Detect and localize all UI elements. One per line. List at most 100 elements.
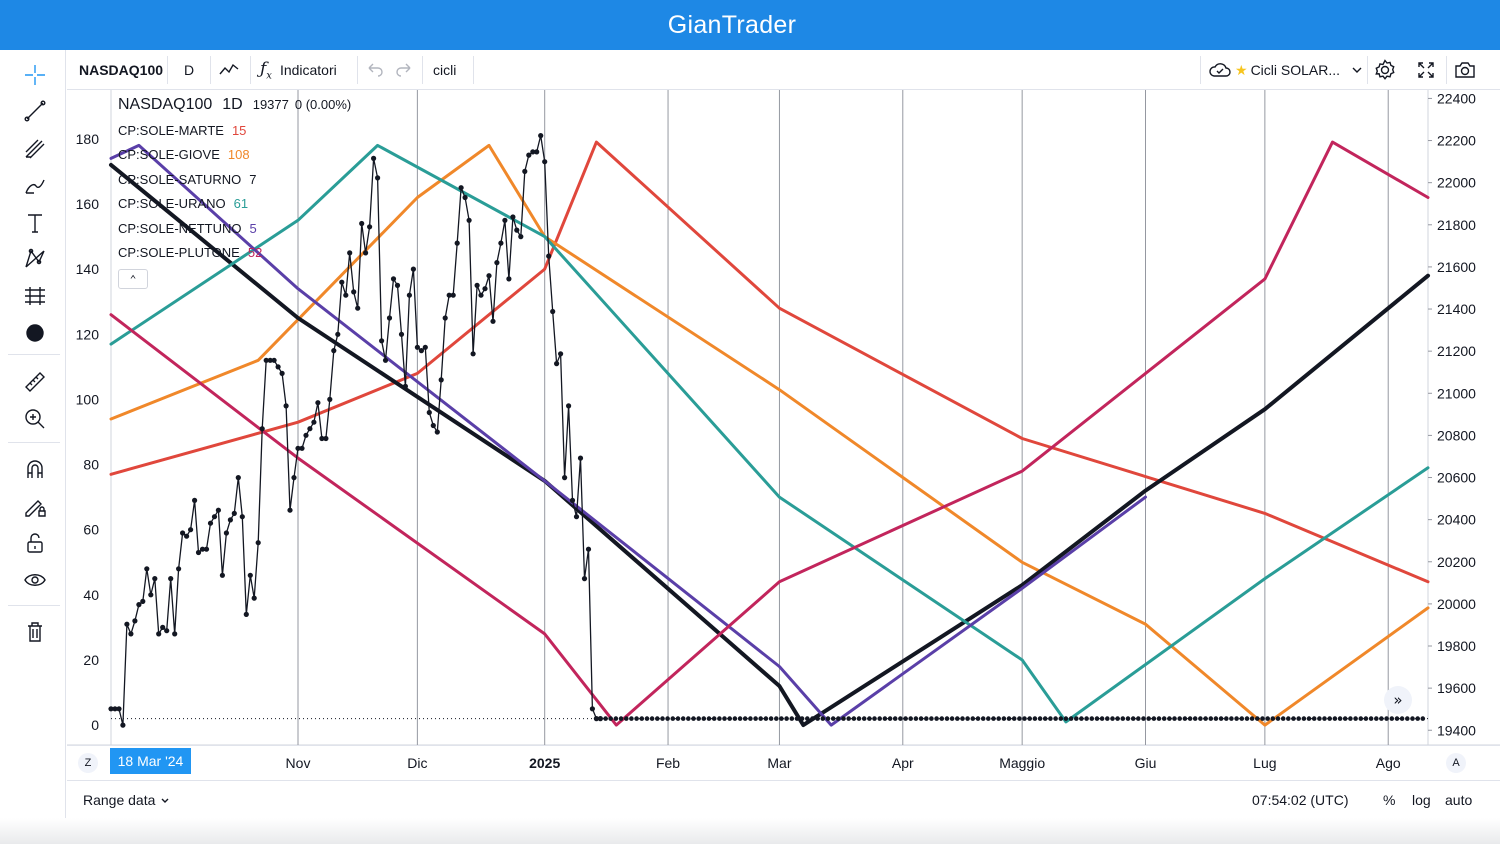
projection-dot (965, 716, 970, 721)
zoom-reset-button[interactable]: Z (78, 753, 98, 773)
price-point (585, 546, 592, 552)
chart-canvas[interactable]: Nov Dic 2025 Feb Mar Apr Maggio Giu Lug Ago 0 20 40 6… (67, 90, 1500, 780)
price-point (152, 576, 158, 582)
legend-series-value: 7 (249, 171, 257, 187)
price-point (211, 514, 218, 520)
crosshair-icon[interactable] (18, 58, 52, 92)
template-button[interactable]: cicli (433, 50, 456, 90)
projection-dot (1167, 716, 1172, 721)
percent-toggle[interactable]: % (1383, 781, 1395, 819)
time-tick-label: Apr (892, 755, 914, 771)
trash-icon[interactable] (18, 615, 52, 649)
legend-main-row[interactable]: NASDAQ100 1D 19377 0 (0.00%) (118, 96, 351, 118)
price-point (386, 315, 393, 321)
footer-shadow (0, 818, 1500, 844)
zoom-in-icon[interactable] (18, 402, 52, 436)
indicators-button[interactable]: ƒx Indicatori (260, 50, 337, 90)
legend-series-value: 5 (249, 220, 257, 236)
legend-row[interactable]: CP:SOLE-SATURNO 7 (118, 167, 351, 192)
pattern-icon[interactable] (18, 242, 52, 276)
price-point (287, 507, 293, 513)
projection-dot (851, 716, 857, 721)
price-point (295, 445, 301, 451)
scroll-to-realtime-button[interactable]: » (1384, 686, 1412, 714)
price-point (243, 611, 249, 618)
price-point (573, 514, 580, 520)
projection-dot (1332, 716, 1338, 721)
left-axis-tick: 180 (76, 131, 100, 147)
price-point (514, 227, 520, 233)
projection-dot (634, 716, 639, 721)
settings-button[interactable] (1373, 50, 1397, 90)
price-point (478, 292, 484, 298)
ruler-icon[interactable] (18, 365, 52, 399)
price-point (120, 722, 126, 728)
projection-dot (1410, 716, 1415, 721)
legend-row[interactable]: CP:SOLE-MARTE 15 (118, 118, 351, 143)
auto-toggle[interactable]: auto (1445, 781, 1472, 819)
eye-icon[interactable] (18, 563, 52, 597)
time-axis[interactable]: Z 18 Mar '24 A (67, 745, 1500, 779)
symbol-search[interactable]: NASDAQ100 (79, 50, 163, 90)
legend-row[interactable]: CP:SOLE-NETTUNO 5 (118, 216, 351, 241)
projection-dot (1394, 716, 1400, 721)
price-point (558, 351, 564, 357)
legend-row[interactable]: CP:SOLE-GIOVE 108 (118, 143, 351, 168)
trend-line-icon[interactable] (18, 94, 52, 128)
layout-button[interactable]: ★ Cicli SOLAR... (1208, 50, 1365, 90)
interval-button[interactable]: D (184, 50, 194, 90)
dot-icon[interactable] (18, 316, 52, 350)
projection-dot (1213, 716, 1219, 721)
projection-dot (686, 716, 691, 721)
price-point (426, 409, 432, 416)
projection-dot (1177, 716, 1182, 721)
price-point (482, 286, 488, 292)
magnet-icon[interactable] (18, 452, 52, 486)
legend-row[interactable]: CP:SOLE-URANO 61 (118, 192, 351, 217)
legend-series-value: 52 (247, 245, 263, 261)
clock[interactable]: 07:54:02 (UTC) (1252, 781, 1348, 819)
projection-dot (805, 716, 810, 721)
legend-series-name: CP:SOLE-GIOVE (118, 147, 220, 163)
projection-dot (944, 716, 950, 721)
prediction-icon[interactable] (18, 279, 52, 313)
undo-icon (368, 63, 383, 77)
price-point (566, 403, 572, 409)
price-point (172, 631, 178, 637)
log-label: log (1412, 792, 1431, 808)
brush-icon[interactable] (18, 169, 52, 203)
unlock-icon[interactable] (18, 526, 52, 560)
projection-dot (1208, 716, 1214, 721)
time-tick-label: Giu (1135, 755, 1157, 771)
chart-type-button[interactable] (217, 50, 241, 90)
price-point (430, 422, 436, 429)
projection-dot (1218, 716, 1224, 721)
price-point (207, 520, 214, 526)
fullscreen-button[interactable] (1415, 50, 1437, 90)
text-icon[interactable] (18, 206, 52, 240)
range-dropdown[interactable]: Range data (83, 781, 171, 819)
price-point (410, 266, 416, 272)
projection-dot (1125, 716, 1131, 721)
projection-dot (1363, 716, 1369, 721)
auto-scale-button[interactable]: A (1446, 753, 1466, 773)
undo-button[interactable] (365, 50, 385, 90)
projection-dot (1420, 716, 1426, 721)
time-tick-label: Nov (286, 755, 311, 771)
legend-collapse-button[interactable]: ⌃ (118, 269, 148, 289)
price-point (164, 628, 170, 634)
projection-dot (758, 716, 763, 721)
double-chevron-right-icon: » (1393, 691, 1403, 709)
chart-pane[interactable]: Nov Dic 2025 Feb Mar Apr Maggio Giu Lug Ago 0 20 40 6… (67, 90, 1500, 780)
legend-row[interactable]: CP:SOLE-PLUTONE 52 (118, 241, 351, 266)
log-toggle[interactable]: log (1412, 781, 1431, 819)
redo-button[interactable] (394, 50, 414, 90)
left-axis-tick: 20 (83, 652, 99, 668)
pitchfork-icon[interactable] (18, 132, 52, 166)
snapshot-button[interactable] (1453, 50, 1477, 90)
price-point (271, 357, 277, 363)
price-point (355, 305, 361, 311)
lock-drawing-icon[interactable] (18, 489, 52, 523)
symbol-label: NASDAQ100 (79, 62, 164, 78)
price-point (279, 370, 285, 376)
